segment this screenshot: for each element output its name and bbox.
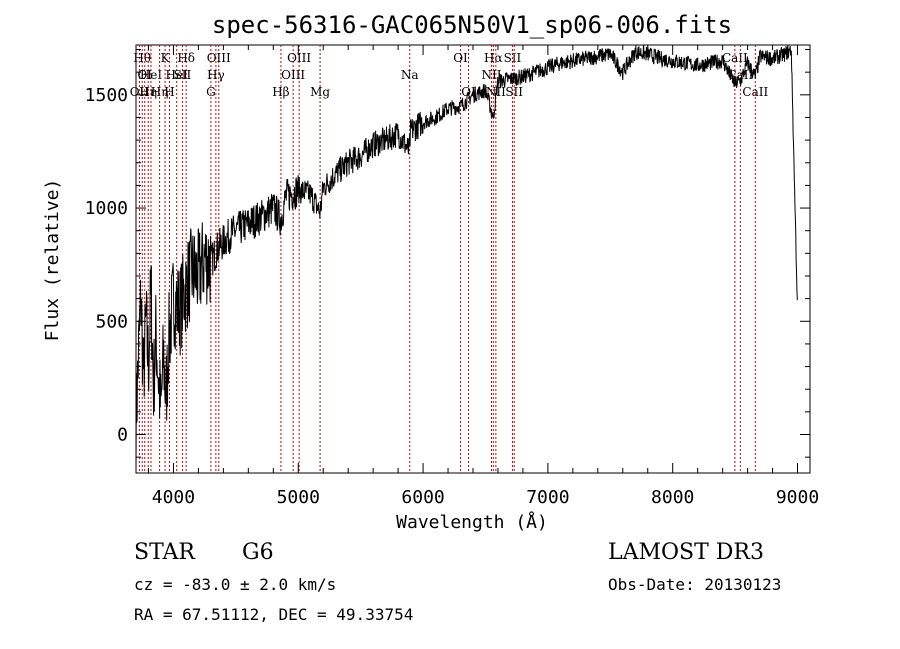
spectral-line-label: SII xyxy=(504,51,522,65)
x-tick-label: 6000 xyxy=(401,487,444,508)
y-tick-label: 1000 xyxy=(85,198,128,219)
spectral-line-label: Hθ xyxy=(133,51,151,65)
y-tick-label: 500 xyxy=(95,311,128,332)
spectral-line-label: SII xyxy=(174,68,192,82)
spectral-line-label: OIII xyxy=(207,51,231,65)
x-tick-label: 5000 xyxy=(277,487,320,508)
coordinates: RA = 67.51112, DEC = 49.33754 xyxy=(134,605,414,624)
spectral-line-label: CaII xyxy=(727,68,753,82)
chart-title: spec-56316-GAC065N50V1_sp06-006.fits xyxy=(212,11,732,39)
x-tick-label: 4000 xyxy=(152,487,195,508)
spectral-line-label: OIII xyxy=(281,68,305,82)
spectral-line-label: Hα xyxy=(484,51,503,65)
spectral-line-label: OII xyxy=(130,85,150,99)
y-tick-label: 0 xyxy=(117,425,128,446)
spectral-line-label: OI xyxy=(453,51,468,65)
x-tick-label: 8000 xyxy=(651,487,694,508)
spectral-line-label: Hγ xyxy=(207,68,225,82)
object-subclass: G6 xyxy=(242,540,274,565)
spectral-line-label: Hη xyxy=(151,85,169,99)
object-class: STAR xyxy=(134,540,195,565)
y-tick-label: 1500 xyxy=(85,85,128,106)
x-tick-label: 9000 xyxy=(776,487,819,508)
redshift-value: cz = -83.0 ± 2.0 km/s xyxy=(134,575,337,594)
spectral-line-label: NII xyxy=(481,68,501,82)
spectral-line-label: Hβ xyxy=(272,85,289,99)
plot-frame xyxy=(135,44,811,474)
x-tick-label: 7000 xyxy=(526,487,569,508)
spectral-line-label: Na xyxy=(401,68,419,82)
spectral-lines: OIIHθOIHηHeIHηKHHeISIIHδGHγOIIIHβOIIIOII… xyxy=(130,45,768,473)
survey-name: LAMOST DR3 xyxy=(608,540,764,565)
spectrum-line xyxy=(135,44,798,471)
spectral-line-label: H xyxy=(164,85,174,99)
y-axis-label: Flux (relative) xyxy=(42,179,63,342)
spectral-line-label: Hδ xyxy=(177,51,195,65)
spectral-line-label: CaII xyxy=(742,85,768,99)
spectral-line-label: Hη xyxy=(139,85,157,99)
obs-date: Obs-Date: 20130123 xyxy=(608,575,782,594)
axis-ticks: 4000 5000 6000 7000 8000 9000 0 500 1000 1500 xyxy=(85,45,819,508)
spectral-line-label: CaII xyxy=(722,51,748,65)
spectral-line-label: G xyxy=(206,85,216,99)
spectral-line-label: OIII xyxy=(287,51,311,65)
x-axis-label: Wavelength (Å) xyxy=(396,511,548,533)
spectral-line-label: K xyxy=(161,51,171,65)
spectral-line-label: SII xyxy=(505,85,523,99)
spectral-line-label: HeI xyxy=(140,68,163,82)
spectrum-chart: spec-56316-GAC065N50V1_sp06-006.fits OII… xyxy=(42,11,819,533)
spectral-line-label: Mg xyxy=(310,85,330,99)
